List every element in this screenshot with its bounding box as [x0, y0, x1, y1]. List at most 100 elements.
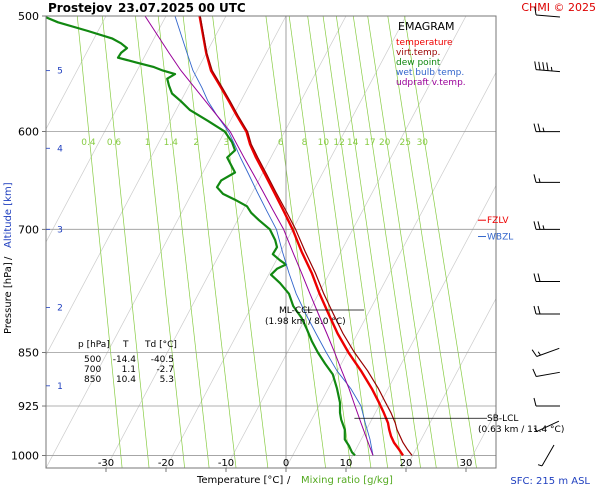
isotherm-line [46, 16, 167, 243]
wind-barb-half-flag [550, 66, 553, 72]
altitude-tick-label: 3 [57, 225, 63, 235]
wind-barb [533, 174, 560, 183]
wind-barb [533, 397, 560, 407]
mixing-ratio-label: 14 [347, 138, 359, 148]
isotherm-line [345, 184, 496, 468]
mixing-ratio-line [352, 16, 421, 468]
header-credit: CHMI © 2025 [521, 1, 596, 14]
wbzl-label: WBZL [487, 233, 513, 243]
isotherm-line [46, 16, 227, 356]
isotherm-line [46, 16, 107, 130]
mixing-ratio-label: 1 [145, 138, 151, 148]
table-header-p: p [hPa] [78, 340, 110, 350]
mixing-ratio-label: 0.4 [81, 138, 96, 148]
legend-updraft: udpraft v.temp. [396, 78, 466, 88]
mixing-ratio-label: 10 [318, 138, 330, 148]
wind-barb-flag [533, 273, 537, 282]
legend-temperature: temperature [396, 38, 453, 48]
wind-barb-staff [536, 371, 560, 377]
temperature-line [198, 16, 404, 457]
plot-frame [45, 15, 497, 469]
table-header-t: T [122, 340, 129, 350]
mixing-ratio-label: 17 [364, 138, 375, 148]
altitude-tick-label: 1 [57, 382, 63, 392]
wind-barb-flag [534, 61, 537, 70]
mixing-ratio-line [265, 16, 326, 468]
wind-barb-flag [534, 6, 537, 16]
ml-ccl-detail: (1.98 km / 8.0 °C) [265, 317, 346, 327]
wind-barb-flag [537, 273, 541, 282]
isotherm-line [46, 16, 287, 468]
y-axis-label-altitude: Altitude [km] [3, 182, 14, 248]
data-table: p [hPa] T Td [°C] 500 -14.4 -40.5 700 1.… [78, 340, 177, 385]
mixing-ratio-label: 6 [278, 138, 284, 148]
altitude-tick-labels: 1 2 3 4 5 [46, 67, 63, 392]
mixing-ratio-label: 1.4 [164, 138, 179, 148]
pressure-tick-label: 1000 [11, 449, 39, 462]
table-cell: 1.1 [122, 365, 136, 375]
wind-barb-flag [532, 368, 537, 377]
mixing-ratio-line [212, 16, 269, 468]
mixing-ratio-label: 20 [379, 138, 391, 148]
sb-lcl-label: SB-LCL [487, 414, 518, 424]
legend-virt-temp: virt.temp. [396, 48, 440, 58]
table-cell: -14.4 [113, 355, 137, 365]
table-cell: -40.5 [151, 355, 174, 365]
mixing-ratio-label: 25 [400, 138, 411, 148]
table-cell: 850 [84, 375, 101, 385]
wind-barb-flag [531, 349, 538, 357]
wet-bulb-line [174, 16, 374, 456]
temperature-tick-label: -20 [158, 458, 174, 469]
temperature-tick-labels: -30 -20 -10 0 10 20 30 [98, 458, 473, 472]
x-axis-label-separator: / [287, 475, 291, 486]
wind-barb-flag [546, 62, 549, 71]
altitude-tick-label: 4 [57, 144, 63, 154]
table-cell: 500 [84, 355, 101, 365]
mixing-ratio-line [335, 16, 403, 468]
y-axis-title: Pressure [hPa] / Altitude [km] [3, 182, 14, 334]
temperature-tick-label: -30 [98, 458, 114, 469]
mixing-ratio-line [404, 16, 477, 468]
wind-barb [533, 305, 560, 315]
table-cell: 5.3 [160, 375, 174, 385]
mixing-ratio-label: 8 [302, 138, 308, 148]
pressure-tick-label: 925 [18, 400, 39, 413]
temperature-tick-label: 30 [460, 458, 473, 469]
dew-point-line [46, 16, 356, 457]
wind-barb [537, 444, 555, 467]
ml-ccl-label: ML-CCL [279, 306, 312, 316]
mixing-ratio-labels: 0.4 0.6 1 1.4 2 3 6 8 10 12 14 17 20 25 30 [81, 138, 428, 148]
pressure-tick-label: 600 [18, 126, 39, 139]
surface-note: SFC: 215 m ASL [510, 476, 590, 487]
wind-barb-staff [541, 444, 555, 467]
wind-barb [534, 6, 560, 18]
legend-dew-point: dew point [396, 58, 441, 68]
mixing-ratio-line [135, 16, 185, 468]
table-cell: 10.4 [116, 375, 136, 385]
mixing-ratio-line [288, 16, 352, 468]
wind-barb [533, 123, 560, 133]
mixing-ratio-label: 12 [333, 138, 344, 148]
wind-barb [533, 273, 560, 282]
table-cell: -2.7 [156, 365, 174, 375]
altitude-tick-label: 5 [57, 67, 63, 77]
isotherm-line [405, 297, 496, 468]
wind-barb-half-flag [538, 178, 541, 183]
mixing-ratio-line [157, 16, 210, 468]
wind-barb-half-flag [542, 127, 545, 132]
mixing-ratio-line [76, 16, 123, 468]
wind-barb-flag [533, 397, 537, 407]
isotherm-line [285, 71, 496, 468]
updraft-line [144, 16, 374, 456]
legend-wet-bulb: wet bulb temp. [396, 68, 464, 78]
y-axis-label-separator: / [3, 256, 14, 260]
table-header-td: Td [°C] [144, 340, 177, 350]
x-axis-label-temperature: Temperature [°C] [196, 475, 283, 486]
temperature-tick-label: 0 [283, 458, 289, 469]
wind-barb-flag [533, 221, 537, 230]
isotherm-line [225, 16, 467, 468]
wind-barb-flag [537, 123, 541, 132]
wind-barb-flag [533, 174, 537, 183]
